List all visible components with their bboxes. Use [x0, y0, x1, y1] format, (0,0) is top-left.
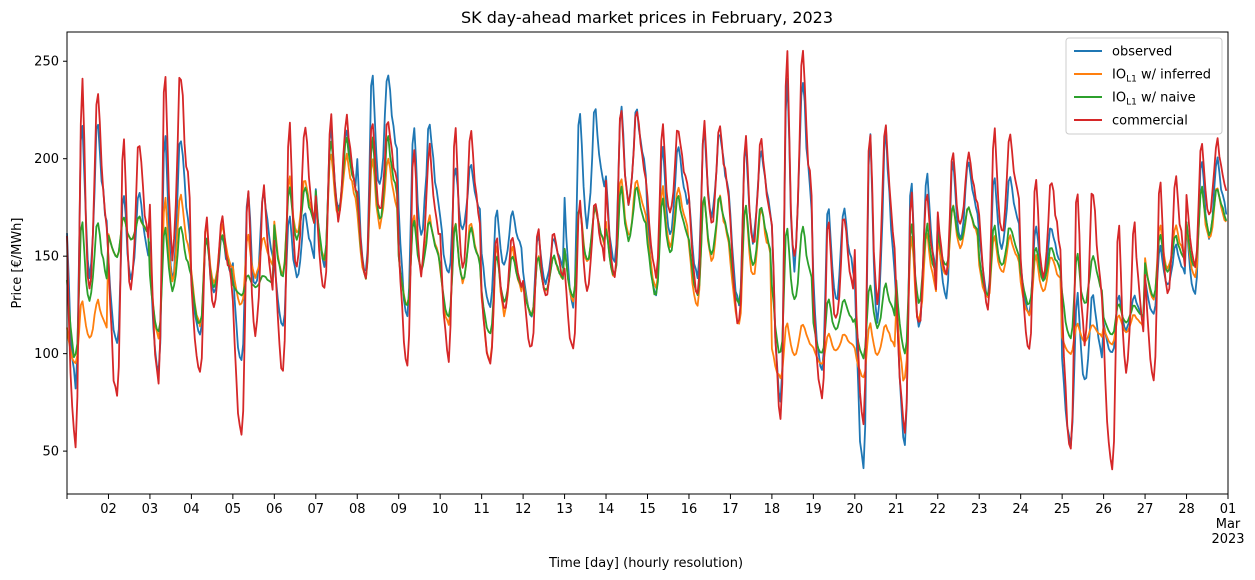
series-layer: [66, 49, 1228, 471]
x-tick-label: 09: [390, 502, 407, 517]
legend-label: commercial: [1112, 114, 1188, 129]
legend-label: observed: [1112, 45, 1172, 60]
x-tick-label: 08: [349, 502, 366, 517]
y-tick-label: 250: [34, 55, 59, 70]
x-tick-label: 04: [183, 502, 200, 517]
x-tick-label: 21: [888, 502, 905, 517]
x-tick-label: 24: [1012, 502, 1029, 517]
x-tick-label: 01: [1220, 502, 1237, 517]
x-tick-label: 07: [308, 502, 325, 517]
x-tick-label: 26: [1095, 502, 1112, 517]
x-tick-label: 15: [639, 502, 656, 517]
legend-label: IOL1 w/ naive: [1112, 91, 1196, 108]
x-tick-label: 22: [929, 502, 946, 517]
x-tick-label: 28: [1178, 502, 1195, 517]
x-tick-label: 20: [847, 502, 864, 517]
x-tick-label: 19: [805, 502, 822, 517]
y-axis-title: Price [€/MWh]: [10, 218, 25, 309]
legend-label: IOL1 w/ inferred: [1112, 68, 1211, 85]
legend: observed IOL1 w/ inferred IOL1 w/ naive com…: [1065, 37, 1223, 135]
y-tick-label: 100: [34, 347, 59, 362]
series-line-3: [66, 49, 1228, 471]
x-axis: 02 03 04 05 06 07 08 09 10 11 12 13 14 15 16 17 18 19 20 21…: [66, 494, 1245, 547]
x-tick-label: 23: [971, 502, 988, 517]
x-tick-label: 17: [722, 502, 739, 517]
x-tick-month: Mar: [1216, 517, 1241, 532]
x-tick-label: 25: [1054, 502, 1071, 517]
y-tick-label: 200: [34, 152, 59, 167]
x-tick-year: 2023: [1211, 532, 1244, 547]
x-tick-label: 02: [100, 502, 117, 517]
x-tick-label: 18: [764, 502, 781, 517]
x-tick-label: 12: [515, 502, 532, 517]
x-tick-label: 03: [142, 502, 159, 517]
x-tick-label: 10: [432, 502, 449, 517]
y-tick-label: 150: [34, 250, 59, 265]
x-tick-label: 13: [556, 502, 573, 517]
x-tick-label: 16: [681, 502, 698, 517]
x-tick-label: 06: [266, 502, 283, 517]
x-tick-label: 11: [473, 502, 490, 517]
y-tick-label: 50: [42, 445, 59, 460]
y-axis: 50 100 150 200 250: [34, 55, 67, 460]
x-tick-label: 05: [225, 502, 242, 517]
x-tick-label: 27: [1137, 502, 1154, 517]
legend-box: [1065, 37, 1223, 135]
x-axis-title: Time [day] (hourly resolution): [548, 556, 743, 571]
x-tick-label: 14: [598, 502, 615, 517]
chart-title: SK day-ahead market prices in February, …: [461, 8, 833, 27]
